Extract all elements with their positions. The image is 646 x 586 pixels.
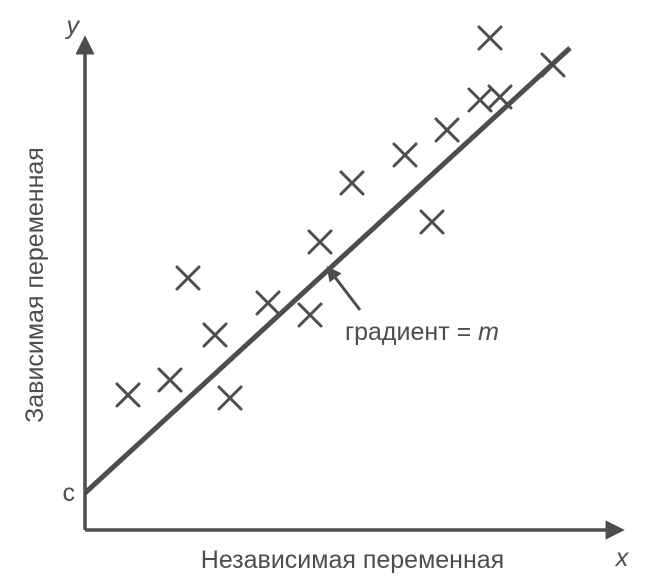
chart-background <box>0 0 646 586</box>
scatter-chart: градиент = m Независимая переменная x Завис… <box>0 0 646 586</box>
x-axis-label: Независимая переменная <box>201 546 504 574</box>
y-axis-label: Зависимая переменная <box>21 147 49 423</box>
y-axis-letter: y <box>65 12 81 40</box>
x-axis-letter: x <box>615 544 630 572</box>
gradient-label: градиент = m <box>345 318 499 346</box>
intercept-label: c <box>63 479 76 507</box>
